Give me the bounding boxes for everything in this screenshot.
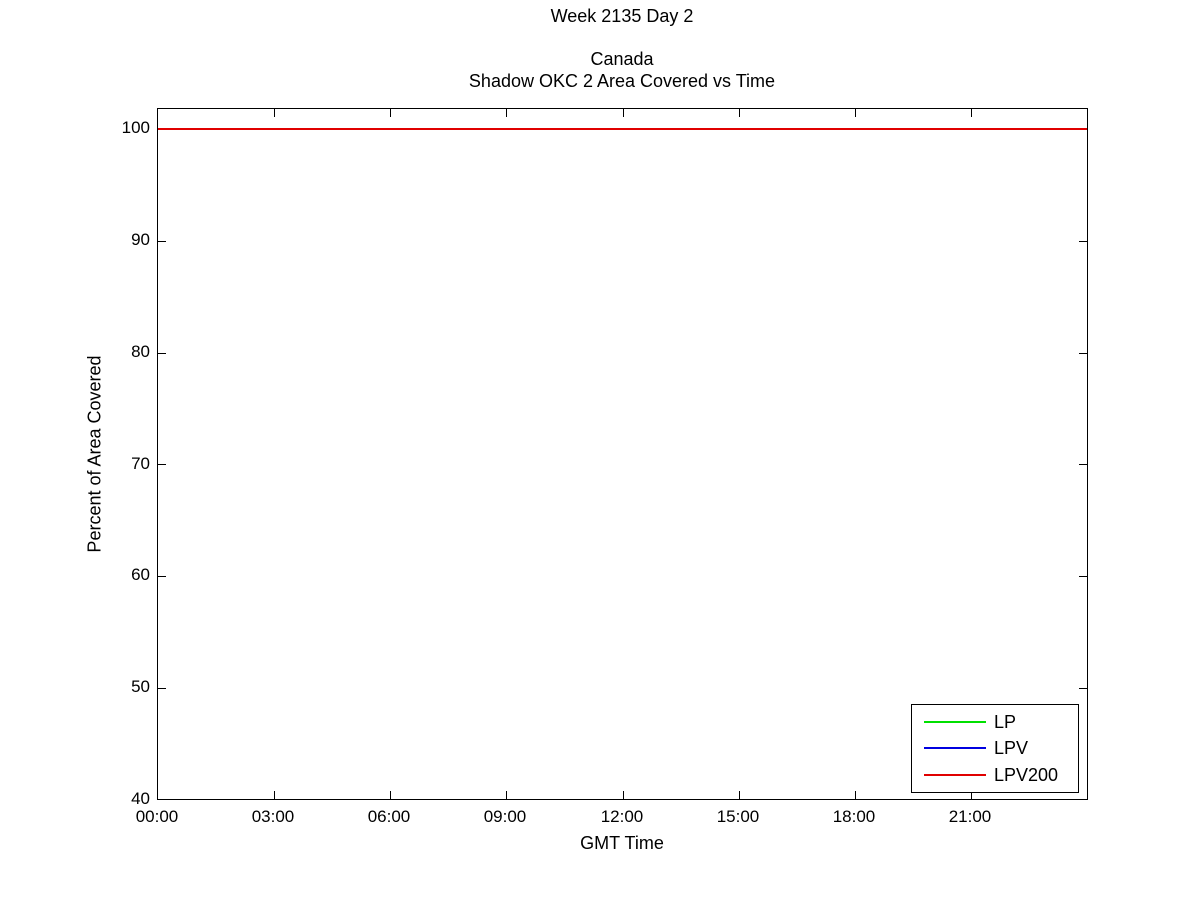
series-line-lpv200 — [158, 128, 1087, 130]
x-tick-label: 12:00 — [600, 807, 644, 826]
y-tick-label: 80 — [131, 342, 150, 361]
x-tick-top — [622, 109, 624, 117]
x-tick-top — [506, 109, 508, 117]
legend-entry-lpv: LPV — [912, 736, 1078, 760]
y-tick-label: 70 — [131, 454, 150, 473]
y-tick-right — [1079, 576, 1087, 577]
y-tick-right — [1079, 464, 1087, 465]
x-tick-top — [390, 109, 392, 117]
y-tick-label: 40 — [131, 789, 150, 808]
y-tick-label: 90 — [131, 230, 150, 249]
x-tick — [622, 791, 624, 799]
x-tick — [506, 791, 508, 799]
legend-line-sample-lp — [924, 721, 986, 724]
y-tick — [158, 576, 166, 577]
x-tick-label: 21:00 — [948, 807, 992, 826]
y-tick — [158, 464, 166, 465]
y-tick — [158, 353, 166, 354]
x-axis-label: GMT Time — [580, 833, 664, 853]
y-tick-right — [1079, 241, 1087, 242]
y-tick — [158, 688, 166, 689]
x-tick-label: 09:00 — [483, 807, 527, 826]
legend-label-lpv: LPV — [994, 738, 1029, 759]
x-tick — [274, 791, 276, 799]
figure-suptitle: Week 2135 Day 2 — [550, 6, 694, 26]
x-tick — [738, 791, 740, 799]
chart-title-line2: Shadow OKC 2 Area Covered vs Time — [468, 71, 776, 91]
x-tick — [970, 791, 972, 799]
legend: LP LPV LPV200 — [911, 704, 1079, 793]
x-tick-top — [970, 109, 972, 117]
x-tick — [390, 791, 392, 799]
x-tick-label: 03:00 — [251, 807, 295, 826]
y-tick — [158, 241, 166, 242]
chart-title: Canada Shadow OKC 2 Area Covered vs Time — [157, 48, 1087, 92]
x-tick-label: 00:00 — [135, 807, 179, 826]
x-tick-top — [854, 109, 856, 117]
legend-label-lpv200: LPV200 — [994, 764, 1059, 785]
x-tick — [854, 791, 856, 799]
legend-line-sample-lpv200 — [924, 773, 986, 776]
legend-entry-lp: LP — [912, 710, 1078, 734]
y-axis-label: Percent of Area Covered — [84, 355, 105, 553]
y-tick-label: 100 — [121, 118, 150, 137]
plot-area: LP LPV LPV200 — [157, 108, 1088, 800]
x-tick-label: 15:00 — [716, 807, 760, 826]
y-tick-label: 60 — [131, 565, 150, 584]
x-tick-label: 18:00 — [832, 807, 876, 826]
y-tick-label: 50 — [131, 677, 150, 696]
x-tick-label: 06:00 — [367, 807, 411, 826]
x-tick-top — [274, 109, 276, 117]
legend-entry-lpv200: LPV200 — [912, 763, 1078, 787]
x-tick-top — [738, 109, 740, 117]
chart-title-line1: Canada — [590, 49, 654, 69]
y-tick-right — [1079, 688, 1087, 689]
legend-line-sample-lpv — [924, 747, 986, 750]
legend-label-lp: LP — [994, 712, 1017, 733]
y-tick-right — [1079, 353, 1087, 354]
